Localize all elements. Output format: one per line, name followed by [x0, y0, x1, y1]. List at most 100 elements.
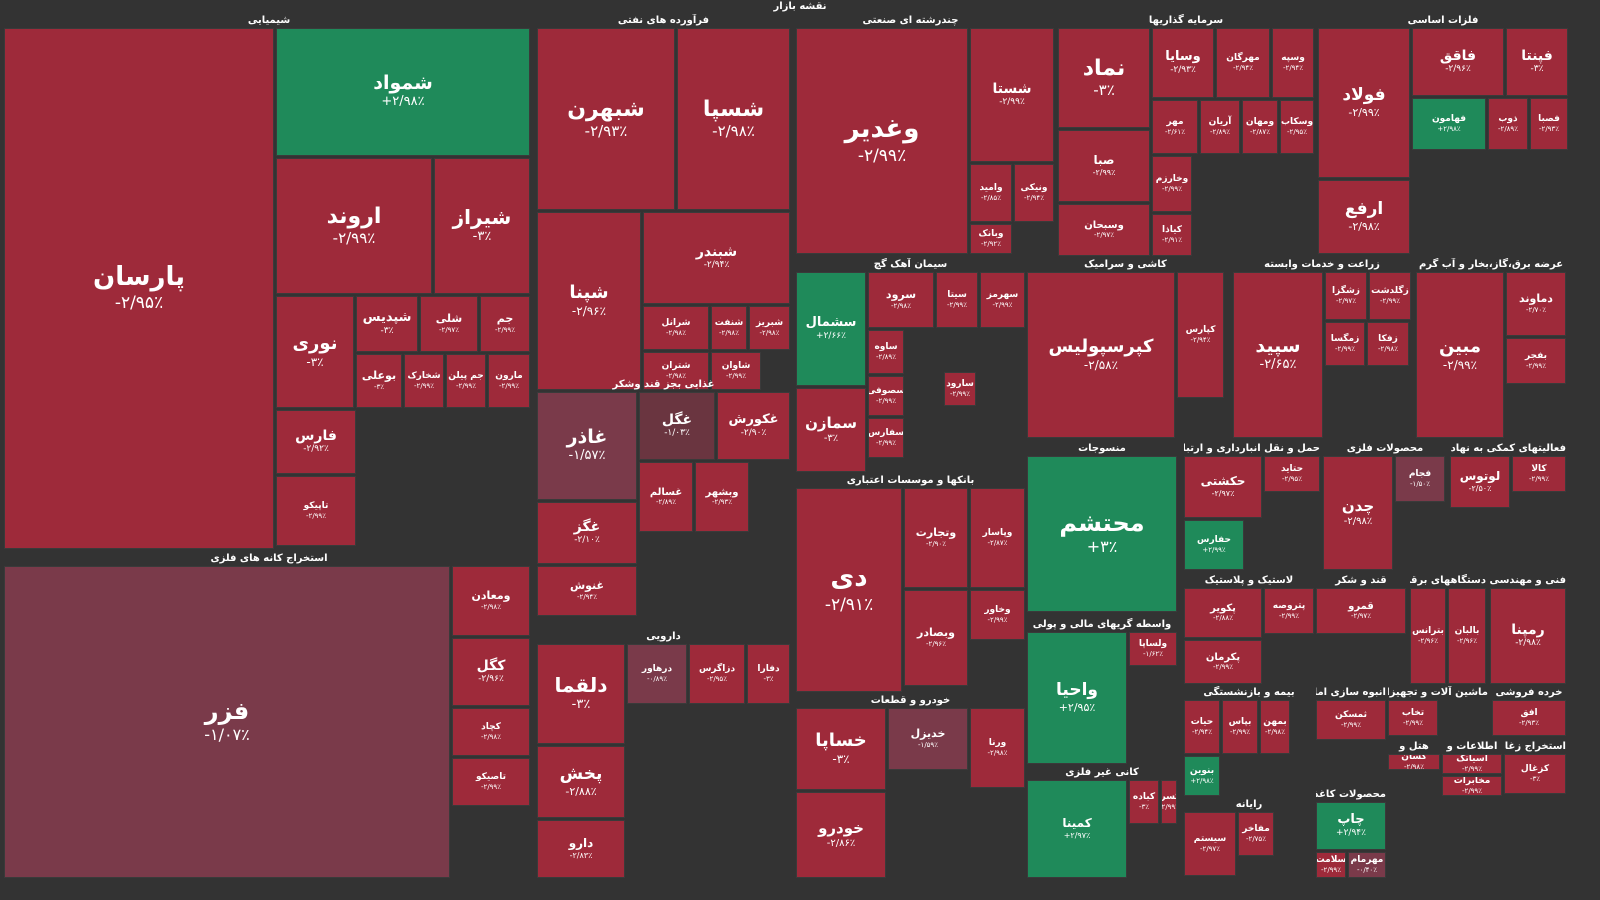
- stock-tile[interactable]: شنفت -۲/۹۸٪: [711, 306, 747, 350]
- stock-tile[interactable]: فهامون +۲/۹۸٪: [1412, 98, 1486, 150]
- stock-tile[interactable]: سیستم -۲/۹۷٪: [1184, 812, 1236, 876]
- stock-tile[interactable]: سصوفی -۲/۹۹٪: [868, 376, 904, 416]
- stock-tile[interactable]: مخابرات -۲/۹۹٪: [1442, 776, 1502, 796]
- stock-tile[interactable]: حفارس +۲/۹۹٪: [1184, 520, 1244, 570]
- stock-tile[interactable]: محتشم +۳٪: [1027, 456, 1177, 612]
- stock-tile[interactable]: کمینا +۲/۹۷٪: [1027, 780, 1127, 878]
- stock-tile[interactable]: گشان -۲/۹۸٪: [1388, 754, 1440, 770]
- stock-tile[interactable]: وغدیر -۲/۹۹٪: [796, 28, 968, 254]
- stock-tile[interactable]: نوری -۳٪: [276, 296, 354, 408]
- stock-tile[interactable]: شستا -۲/۹۹٪: [970, 28, 1054, 162]
- stock-tile[interactable]: سرود -۲/۹۸٪: [868, 272, 934, 328]
- stock-tile[interactable]: پخش -۲/۸۸٪: [537, 746, 625, 818]
- stock-tile[interactable]: وامید -۲/۸۵٪: [970, 164, 1012, 222]
- stock-tile[interactable]: پکرمان -۲/۹۹٪: [1184, 640, 1262, 684]
- stock-tile[interactable]: غگل -۱/۰۳٪: [639, 392, 715, 460]
- stock-tile[interactable]: ارفع -۲/۹۸٪: [1318, 180, 1410, 254]
- stock-tile[interactable]: فجام -۱/۵۰٪: [1395, 456, 1445, 502]
- stock-tile[interactable]: کگل -۲/۹۶٪: [452, 638, 530, 706]
- stock-tile[interactable]: کالا -۲/۹۹٪: [1512, 456, 1566, 492]
- stock-tile[interactable]: فزر -۱/۰۷٪: [4, 566, 450, 878]
- stock-tile[interactable]: ساوه -۲/۸۹٪: [868, 330, 904, 374]
- stock-tile[interactable]: وخارزم -۲/۹۹٪: [1152, 156, 1192, 212]
- stock-tile[interactable]: دارو -۲/۸۳٪: [537, 820, 625, 878]
- stock-tile[interactable]: وسبحان -۲/۹۷٪: [1058, 204, 1150, 256]
- stock-tile[interactable]: وپاسار -۲/۸۷٪: [970, 488, 1025, 588]
- stock-tile[interactable]: فپنتا -۳٪: [1506, 28, 1568, 96]
- stock-tile[interactable]: شبهرن -۲/۹۳٪: [537, 28, 675, 210]
- stock-tile[interactable]: پکویر -۲/۸۸٪: [1184, 588, 1262, 638]
- stock-tile[interactable]: تخاب -۲/۹۹٪: [1388, 700, 1438, 736]
- stock-tile[interactable]: فارس -۲/۹۲٪: [276, 410, 356, 474]
- stock-tile[interactable]: خودرو -۲/۸۶٪: [796, 792, 886, 878]
- stock-tile[interactable]: شلی -۲/۹۷٪: [420, 296, 478, 352]
- stock-tile[interactable]: شیراز -۳٪: [434, 158, 530, 294]
- stock-tile[interactable]: غسالم -۲/۸۹٪: [639, 462, 693, 532]
- stock-tile[interactable]: وبصادر -۲/۹۶٪: [904, 590, 968, 686]
- stock-tile[interactable]: خساپا -۳٪: [796, 708, 886, 790]
- stock-tile[interactable]: وبشهر -۲/۹۳٪: [695, 462, 749, 532]
- stock-tile[interactable]: ومهان -۲/۸۷٪: [1242, 100, 1278, 154]
- stock-tile[interactable]: شتران -۲/۹۸٪: [643, 352, 709, 390]
- stock-tile[interactable]: خدیزل -۱/۵۹٪: [888, 708, 968, 770]
- stock-tile[interactable]: بپاس -۲/۹۹٪: [1222, 700, 1258, 754]
- stock-tile[interactable]: بنوین +۲/۹۸٪: [1184, 756, 1220, 796]
- stock-tile[interactable]: افق -۲/۹۳٪: [1492, 700, 1566, 736]
- stock-tile[interactable]: پارسان -۲/۹۵٪: [4, 28, 274, 549]
- stock-tile[interactable]: فصبا -۲/۹۳٪: [1530, 98, 1568, 150]
- stock-tile[interactable]: شبندر -۲/۹۴٪: [643, 212, 790, 304]
- stock-tile[interactable]: ومعادن -۲/۹۸٪: [452, 566, 530, 636]
- stock-tile[interactable]: سارود -۲/۹۹٪: [944, 372, 976, 406]
- stock-tile[interactable]: تاصیکو -۲/۹۹٪: [452, 758, 530, 806]
- stock-tile[interactable]: شمواد +۲/۹۸٪: [276, 28, 530, 156]
- stock-tile[interactable]: تاپیکو -۲/۹۹٪: [276, 476, 356, 546]
- stock-tile[interactable]: زگلدشت -۲/۹۹٪: [1369, 272, 1411, 320]
- stock-tile[interactable]: وبانک -۲/۹۲٪: [970, 224, 1012, 254]
- stock-tile[interactable]: ونیکی -۲/۹۴٪: [1014, 164, 1054, 222]
- stock-tile[interactable]: آریان -۲/۸۹٪: [1200, 100, 1240, 154]
- stock-tile[interactable]: کیاذا -۲/۹۱٪: [1152, 214, 1192, 256]
- stock-tile[interactable]: شاوان -۲/۹۹٪: [711, 352, 761, 390]
- stock-tile[interactable]: جم -۲/۹۹٪: [480, 296, 530, 352]
- stock-tile[interactable]: بفجر -۲/۹۹٪: [1506, 338, 1566, 384]
- stock-tile[interactable]: ثمسکن -۲/۹۹٪: [1316, 700, 1386, 740]
- stock-tile[interactable]: غکورش -۲/۹۰٪: [717, 392, 790, 460]
- stock-tile[interactable]: چاپ +۲/۹۴٪: [1316, 802, 1386, 850]
- stock-tile[interactable]: سمازن -۳٪: [796, 388, 866, 472]
- stock-tile[interactable]: وسکاب -۲/۹۵٪: [1280, 100, 1314, 154]
- stock-tile[interactable]: غگز -۲/۱۰٪: [537, 502, 637, 564]
- stock-tile[interactable]: حتاید -۲/۹۵٪: [1264, 456, 1320, 492]
- stock-tile[interactable]: فاقق -۲/۹۶٪: [1412, 28, 1504, 96]
- stock-tile[interactable]: زشگزا -۲/۹۷٪: [1325, 272, 1367, 320]
- stock-tile[interactable]: شخارک -۲/۹۹٪: [404, 354, 444, 408]
- stock-tile[interactable]: درهاور -۰/۸۹٪: [627, 644, 687, 704]
- stock-tile[interactable]: دزاگرس -۲/۹۵٪: [689, 644, 745, 704]
- stock-tile[interactable]: شپدیس -۳٪: [356, 296, 418, 352]
- stock-tile[interactable]: پتروصه -۲/۹۹٪: [1264, 588, 1314, 634]
- stock-tile[interactable]: بترانس -۲/۹۶٪: [1410, 588, 1446, 684]
- stock-tile[interactable]: مارون -۲/۹۹٪: [488, 354, 530, 408]
- stock-tile[interactable]: اسیاتک -۲/۹۹٪: [1442, 754, 1502, 774]
- stock-tile[interactable]: سشمال +۲/۶۶٪: [796, 272, 866, 386]
- stock-tile[interactable]: غاذر -۱/۵۷٪: [537, 392, 637, 500]
- stock-tile[interactable]: رمپنا -۲/۹۸٪: [1490, 588, 1566, 684]
- stock-tile[interactable]: حکشتی -۲/۹۷٪: [1184, 456, 1262, 518]
- stock-tile[interactable]: ذوب -۲/۸۹٪: [1488, 98, 1528, 150]
- stock-tile[interactable]: مبین -۲/۹۹٪: [1416, 272, 1504, 438]
- stock-tile[interactable]: بالبان -۲/۹۶٪: [1448, 588, 1486, 684]
- stock-tile[interactable]: کچاد -۲/۹۸٪: [452, 708, 530, 756]
- stock-tile[interactable]: چدن -۲/۹۸٪: [1323, 456, 1393, 570]
- stock-tile[interactable]: مفاخر -۲/۷۵٪: [1238, 812, 1274, 856]
- stock-tile[interactable]: لوتوس -۲/۵۰٪: [1450, 456, 1510, 508]
- stock-tile[interactable]: بمهن -۲/۹۸٪: [1260, 700, 1290, 754]
- stock-tile[interactable]: سفارس -۲/۹۹٪: [868, 418, 904, 458]
- stock-tile[interactable]: مهرمام -۰/۴۰٪: [1348, 852, 1386, 878]
- stock-tile[interactable]: مهر -۲/۶۱٪: [1152, 100, 1198, 154]
- stock-tile[interactable]: واحیا +۲/۹۵٪: [1027, 632, 1127, 764]
- stock-tile[interactable]: غنوش -۲/۹۴٪: [537, 566, 637, 616]
- stock-tile[interactable]: قمرو -۲/۹۷٪: [1316, 588, 1406, 634]
- stock-tile[interactable]: دی -۲/۹۱٪: [796, 488, 902, 692]
- stock-tile[interactable]: شرانل -۲/۹۸٪: [643, 306, 709, 350]
- stock-tile[interactable]: کزغال -۳٪: [1504, 754, 1566, 794]
- stock-tile[interactable]: سهرمز -۲/۹۹٪: [980, 272, 1025, 328]
